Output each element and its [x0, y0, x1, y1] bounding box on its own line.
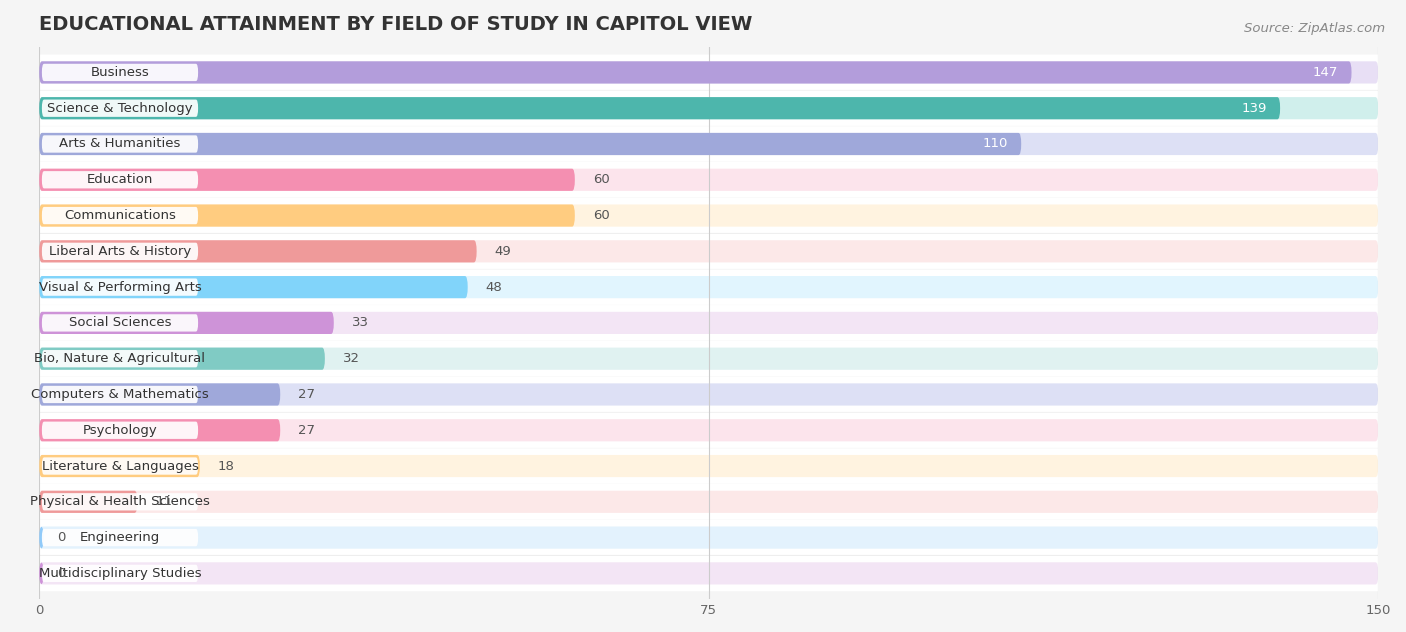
Text: Science & Technology: Science & Technology — [48, 102, 193, 115]
Text: 0: 0 — [58, 531, 66, 544]
Text: EDUCATIONAL ATTAINMENT BY FIELD OF STUDY IN CAPITOL VIEW: EDUCATIONAL ATTAINMENT BY FIELD OF STUDY… — [39, 15, 752, 34]
Text: 139: 139 — [1241, 102, 1267, 115]
Text: Multidisciplinary Studies: Multidisciplinary Studies — [39, 567, 201, 580]
FancyBboxPatch shape — [42, 529, 198, 546]
FancyBboxPatch shape — [42, 422, 198, 439]
FancyBboxPatch shape — [39, 162, 1378, 198]
FancyBboxPatch shape — [42, 135, 198, 153]
FancyBboxPatch shape — [39, 97, 1279, 119]
FancyBboxPatch shape — [39, 205, 575, 227]
FancyBboxPatch shape — [39, 348, 1378, 370]
FancyBboxPatch shape — [39, 233, 1378, 269]
FancyBboxPatch shape — [42, 171, 198, 188]
FancyBboxPatch shape — [39, 419, 280, 441]
FancyBboxPatch shape — [39, 448, 1378, 484]
FancyBboxPatch shape — [39, 348, 325, 370]
FancyBboxPatch shape — [39, 240, 477, 262]
FancyBboxPatch shape — [39, 484, 1378, 520]
FancyBboxPatch shape — [39, 384, 280, 406]
FancyBboxPatch shape — [39, 556, 1378, 592]
Text: Psychology: Psychology — [83, 423, 157, 437]
FancyBboxPatch shape — [42, 565, 198, 582]
FancyBboxPatch shape — [39, 97, 1378, 119]
FancyBboxPatch shape — [39, 419, 1378, 441]
FancyBboxPatch shape — [39, 490, 1378, 513]
FancyBboxPatch shape — [39, 455, 200, 477]
Text: 147: 147 — [1313, 66, 1339, 79]
FancyBboxPatch shape — [42, 100, 198, 117]
Text: 48: 48 — [485, 281, 502, 294]
FancyBboxPatch shape — [42, 314, 198, 332]
FancyBboxPatch shape — [39, 169, 575, 191]
Text: 0: 0 — [58, 567, 66, 580]
Text: Literature & Languages: Literature & Languages — [42, 459, 198, 473]
Text: Business: Business — [90, 66, 149, 79]
FancyBboxPatch shape — [39, 377, 1378, 412]
Text: 33: 33 — [352, 317, 368, 329]
FancyBboxPatch shape — [39, 490, 138, 513]
FancyBboxPatch shape — [39, 61, 1351, 83]
Text: Computers & Mathematics: Computers & Mathematics — [31, 388, 209, 401]
Text: 27: 27 — [298, 388, 315, 401]
Text: Engineering: Engineering — [80, 531, 160, 544]
Text: 60: 60 — [593, 209, 609, 222]
FancyBboxPatch shape — [39, 305, 1378, 341]
FancyBboxPatch shape — [39, 562, 1378, 585]
FancyBboxPatch shape — [39, 520, 1378, 556]
FancyBboxPatch shape — [39, 455, 1378, 477]
Text: 32: 32 — [343, 352, 360, 365]
Text: Liberal Arts & History: Liberal Arts & History — [49, 245, 191, 258]
FancyBboxPatch shape — [39, 384, 1378, 406]
FancyBboxPatch shape — [39, 269, 1378, 305]
Text: Physical & Health Sciences: Physical & Health Sciences — [30, 495, 209, 508]
FancyBboxPatch shape — [39, 312, 333, 334]
Text: 60: 60 — [593, 173, 609, 186]
FancyBboxPatch shape — [39, 526, 44, 549]
FancyBboxPatch shape — [42, 493, 198, 511]
FancyBboxPatch shape — [39, 61, 1378, 83]
FancyBboxPatch shape — [39, 169, 1378, 191]
Text: Visual & Performing Arts: Visual & Performing Arts — [38, 281, 201, 294]
FancyBboxPatch shape — [39, 312, 1378, 334]
FancyBboxPatch shape — [39, 54, 1378, 90]
FancyBboxPatch shape — [39, 526, 1378, 549]
FancyBboxPatch shape — [39, 276, 468, 298]
FancyBboxPatch shape — [39, 205, 1378, 227]
Text: Bio, Nature & Agricultural: Bio, Nature & Agricultural — [35, 352, 205, 365]
FancyBboxPatch shape — [39, 126, 1378, 162]
Text: Education: Education — [87, 173, 153, 186]
FancyBboxPatch shape — [42, 243, 198, 260]
FancyBboxPatch shape — [39, 133, 1378, 155]
Text: 110: 110 — [983, 138, 1008, 150]
FancyBboxPatch shape — [42, 458, 198, 475]
FancyBboxPatch shape — [39, 341, 1378, 377]
FancyBboxPatch shape — [39, 133, 1021, 155]
FancyBboxPatch shape — [39, 562, 44, 585]
Text: Source: ZipAtlas.com: Source: ZipAtlas.com — [1244, 22, 1385, 35]
Text: 49: 49 — [495, 245, 512, 258]
FancyBboxPatch shape — [42, 350, 198, 367]
FancyBboxPatch shape — [42, 386, 198, 403]
FancyBboxPatch shape — [39, 240, 1378, 262]
FancyBboxPatch shape — [39, 198, 1378, 233]
Text: 18: 18 — [218, 459, 235, 473]
Text: 27: 27 — [298, 423, 315, 437]
FancyBboxPatch shape — [39, 412, 1378, 448]
Text: Arts & Humanities: Arts & Humanities — [59, 138, 181, 150]
FancyBboxPatch shape — [42, 64, 198, 81]
FancyBboxPatch shape — [42, 207, 198, 224]
Text: Communications: Communications — [65, 209, 176, 222]
Text: 11: 11 — [155, 495, 173, 508]
FancyBboxPatch shape — [42, 279, 198, 296]
FancyBboxPatch shape — [39, 276, 1378, 298]
Text: Social Sciences: Social Sciences — [69, 317, 172, 329]
FancyBboxPatch shape — [39, 90, 1378, 126]
